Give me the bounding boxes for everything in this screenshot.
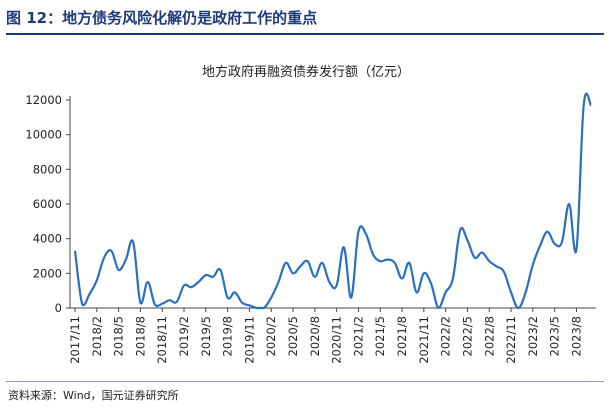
chart-title: 地方政府再融资债券发行额（亿元） xyxy=(202,64,410,80)
chart-axes xyxy=(69,96,596,309)
x-tick-label: 2019/8 xyxy=(221,316,235,356)
x-tick-label: 2018/8 xyxy=(133,316,147,356)
x-tick-label: 2018/2 xyxy=(90,316,104,356)
x-tick-label: 2017/11 xyxy=(68,316,82,364)
y-tick-label: 10000 xyxy=(25,128,62,142)
y-tick-label: 0 xyxy=(55,301,62,315)
line-chart: 地方政府再融资债券发行额（亿元） 0 2000 4000 6000 8000 10000 1… xyxy=(25,64,596,364)
x-axis-ticks: 2017/11 2018/2 2018/5 2018/8 2018/11 2019/2 20… xyxy=(68,308,583,364)
x-tick-label: 2021/5 xyxy=(373,316,387,356)
x-tick-label: 2022/8 xyxy=(482,316,496,356)
x-tick-label: 2020/8 xyxy=(308,316,322,356)
y-tick-label: 6000 xyxy=(33,197,62,211)
x-tick-label: 2023/5 xyxy=(548,316,562,356)
x-tick-label: 2019/2 xyxy=(177,316,191,356)
series-group xyxy=(73,92,593,310)
x-tick-label: 2020/5 xyxy=(286,316,300,356)
source-note: 资料来源：Wind，国元证券研究所 xyxy=(8,389,179,402)
x-tick-label: 2020/2 xyxy=(264,316,278,356)
y-tick-label: 8000 xyxy=(33,162,62,176)
y-tick-label: 2000 xyxy=(33,266,62,280)
y-axis-ticks: 0 2000 4000 6000 8000 10000 12000 xyxy=(25,93,70,315)
footer-divider xyxy=(6,381,604,382)
x-tick-label: 2021/2 xyxy=(351,316,365,356)
x-tick-label: 2022/11 xyxy=(504,316,518,364)
y-tick-label: 12000 xyxy=(25,93,62,107)
x-tick-label: 2018/11 xyxy=(155,316,169,364)
x-tick-label: 2022/2 xyxy=(439,316,453,356)
x-tick-label: 2021/8 xyxy=(395,316,409,356)
x-tick-label: 2021/11 xyxy=(417,316,431,364)
y-tick-label: 4000 xyxy=(33,232,62,246)
x-tick-label: 2023/2 xyxy=(526,316,540,356)
x-tick-label: 2018/5 xyxy=(112,316,126,356)
x-tick-label: 2019/5 xyxy=(199,316,213,356)
x-tick-label: 2023/8 xyxy=(569,316,583,356)
x-tick-label: 2022/5 xyxy=(460,316,474,356)
figure-title: 图 12：地方债务风险化解仍是政府工作的重点 xyxy=(6,9,318,27)
x-tick-label: 2019/11 xyxy=(242,316,256,364)
x-tick-label: 2020/11 xyxy=(330,316,344,364)
title-divider xyxy=(6,33,604,35)
series-line xyxy=(73,92,593,310)
